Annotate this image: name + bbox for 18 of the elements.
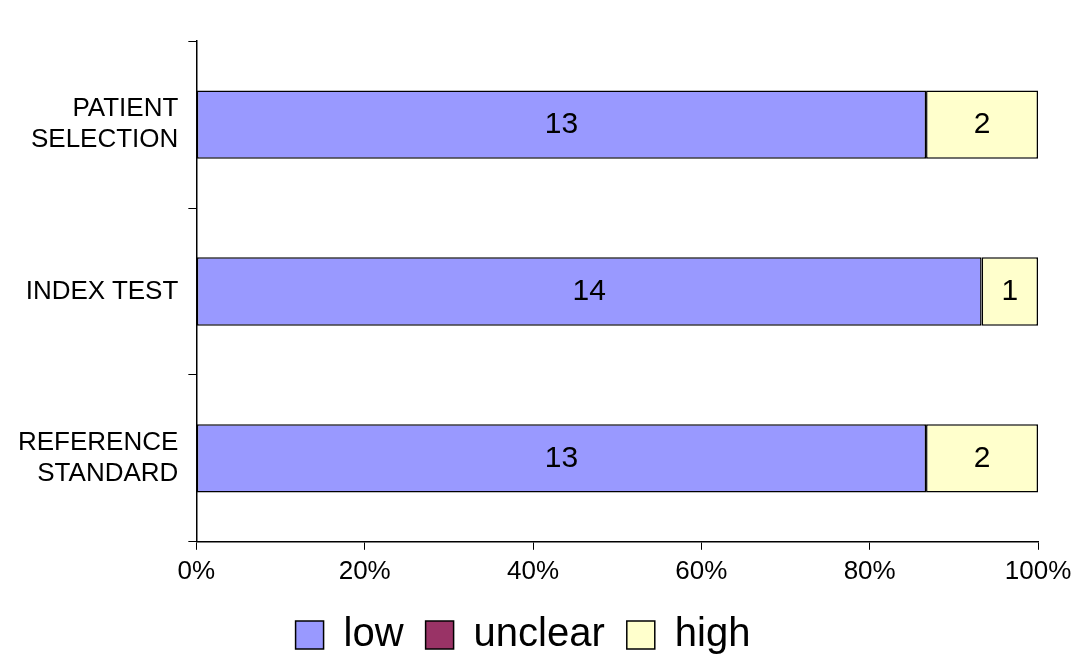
annotation: 14 (572, 272, 606, 306)
annotation: 13 (544, 105, 579, 139)
annotation: 2 (973, 105, 991, 139)
x-tick-label: 0% (177, 554, 216, 585)
y-tick-label: PATIENT SELECTION (30, 92, 179, 154)
x-tick-label: 80% (843, 554, 896, 585)
x-tick-label: 20% (338, 554, 391, 585)
x-tick-label: 100% (1004, 554, 1072, 585)
annotation: 2 (973, 439, 991, 473)
y-tick-label: INDEX TEST (25, 274, 179, 305)
legend-label: high (674, 610, 751, 655)
annotation: 1 (1001, 272, 1019, 306)
legend-label: low (343, 610, 404, 655)
x-tick-label: 40% (506, 554, 560, 585)
x-tick-label: 60% (675, 554, 728, 585)
y-tick-label: REFERENCE STANDARD (18, 425, 179, 488)
annotation: 13 (544, 439, 579, 473)
legend-label: unclear (473, 610, 605, 655)
